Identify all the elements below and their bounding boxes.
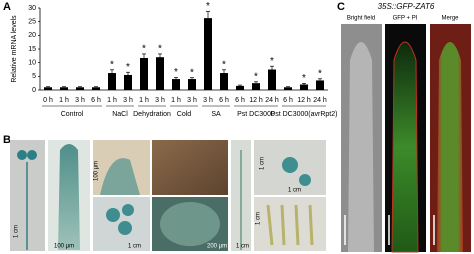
x-tick-label: 0 h <box>43 97 53 104</box>
x-tick-label: 3 h <box>187 97 197 104</box>
scale-label: 100 μm <box>54 244 74 250</box>
bar <box>268 69 276 90</box>
x-tick-label: 1 h <box>107 97 117 104</box>
panel-c: 35S::GFP-ZAT6 Bright field GFP + PI Merg… <box>341 2 471 253</box>
y-tick-label: 30 <box>28 5 36 12</box>
root <box>58 144 80 250</box>
y-axis-label: Relative mRNA levels <box>11 15 18 83</box>
bar <box>60 87 68 90</box>
scale-label: 1 cm <box>14 225 20 238</box>
bar <box>44 87 52 90</box>
x-tick-label: 6 h <box>283 97 293 104</box>
bar <box>124 74 132 90</box>
bar <box>220 73 228 90</box>
bar <box>316 80 324 90</box>
significance-marker: * <box>318 68 322 79</box>
significance-marker: * <box>158 44 162 55</box>
scale-label: 1 cm <box>236 244 249 250</box>
group-label: SA <box>211 111 221 118</box>
scale-label: 1 cm <box>256 212 262 225</box>
column-label: Merge <box>441 16 459 22</box>
group-label: Pst DC3000 <box>237 111 275 118</box>
significance-marker: * <box>302 73 306 84</box>
scale-label: 100 μm <box>94 161 100 181</box>
x-tick-label: 6 h <box>91 97 101 104</box>
bar <box>140 58 148 90</box>
seedling <box>27 150 37 160</box>
x-tick-label: 1 h <box>171 97 181 104</box>
leaf <box>118 221 132 235</box>
bar <box>172 79 180 90</box>
bar <box>300 84 308 90</box>
x-tick-label: 6 h <box>235 97 245 104</box>
tissue <box>100 158 140 195</box>
panel-b: 1 cm 100 μm 100 μm 1 cm 200 μm 1 cm 1 cm… <box>10 140 326 251</box>
scale-label: 1 cm <box>128 244 141 250</box>
flower <box>299 174 311 186</box>
x-tick-label: 3 h <box>75 97 85 104</box>
x-tick-label: 3 h <box>123 97 133 104</box>
significance-marker: * <box>174 67 178 78</box>
panel-title: 35S::GFP-ZAT6 <box>378 2 435 11</box>
significance-marker: * <box>222 59 226 70</box>
seedling <box>17 150 27 160</box>
root <box>437 42 463 252</box>
significance-marker: * <box>254 71 258 82</box>
panel-label: A <box>3 1 11 13</box>
tissue <box>160 202 220 246</box>
bar <box>252 83 260 90</box>
group-label: NaCl <box>112 111 128 118</box>
x-tick-label: 3 h <box>203 97 213 104</box>
bar <box>76 87 84 90</box>
group-label: Control <box>61 111 84 118</box>
x-tick-label: 1 h <box>139 97 149 104</box>
x-tick-label: 12 h <box>297 97 311 104</box>
bar <box>204 18 212 90</box>
group-label: Dehydration <box>133 111 171 118</box>
x-tick-label: 1 h <box>59 97 69 104</box>
root <box>348 42 374 252</box>
flower <box>282 157 298 173</box>
y-tick-label: 25 <box>28 19 36 26</box>
bar <box>236 85 244 90</box>
bar <box>92 87 100 90</box>
bar <box>108 73 116 90</box>
x-tick-label: 12 h <box>249 97 263 104</box>
significance-marker: * <box>190 67 194 78</box>
significance-marker: * <box>110 59 114 70</box>
y-tick-label: 10 <box>28 60 36 67</box>
bar-chart: Relative mRNA levels 0 5 10 15 20 25 30 0 h 1 h 3… <box>11 1 338 118</box>
y-tick-label: 0 <box>32 87 36 94</box>
scale-label: 1 cm <box>288 188 301 194</box>
significance-marker: * <box>206 1 210 12</box>
scale-label: 200 μm <box>207 244 227 250</box>
significance-marker: * <box>142 44 146 55</box>
siliques <box>266 204 314 246</box>
photo <box>152 140 228 195</box>
bar <box>188 79 196 90</box>
panel-label: C <box>337 1 345 13</box>
significance-marker: * <box>126 62 130 73</box>
column-label: GFP + PI <box>393 16 418 22</box>
leaf <box>122 204 134 216</box>
bar <box>284 87 292 90</box>
panel-label: B <box>3 134 11 146</box>
y-tick-label: 15 <box>28 46 36 53</box>
significance-marker: * <box>270 56 274 67</box>
x-tick-label: 24 h <box>265 97 279 104</box>
root <box>391 41 419 253</box>
bar <box>156 57 164 90</box>
column-label: Bright field <box>347 16 375 22</box>
group-label: Pst DC3000(avrRpt2) <box>271 111 338 118</box>
x-tick-label: 3 h <box>155 97 165 104</box>
photo <box>254 197 326 251</box>
y-tick-label: 20 <box>28 32 36 39</box>
leaf <box>106 208 120 222</box>
x-tick-label: 6 h <box>219 97 229 104</box>
x-tick-label: 24 h <box>313 97 327 104</box>
y-tick-label: 5 <box>32 73 36 80</box>
group-label: Cold <box>177 111 192 118</box>
scale-label: 1 cm <box>260 157 266 170</box>
